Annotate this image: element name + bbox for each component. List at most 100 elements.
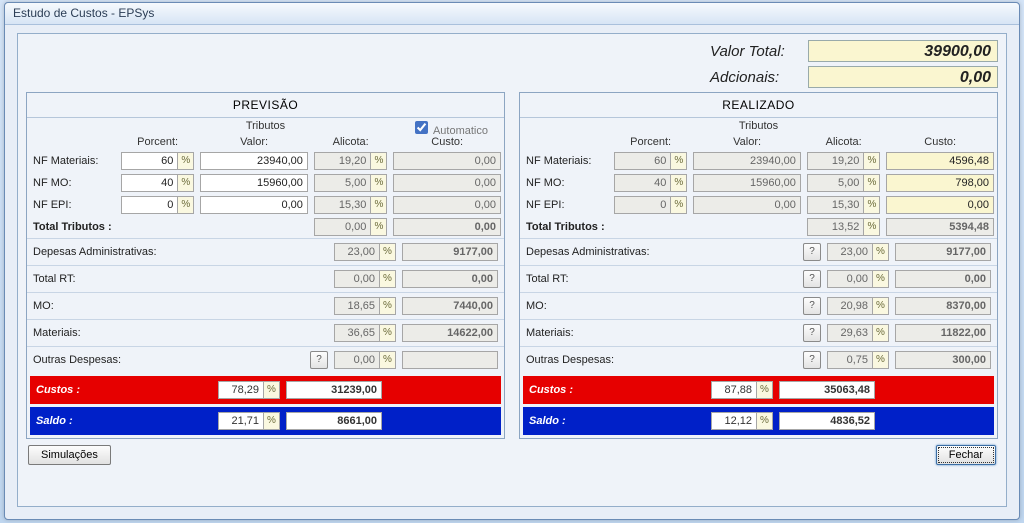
prev-mo-alicota (334, 297, 380, 315)
prev-outras-alicota (334, 351, 380, 369)
real-materiais-help-button[interactable]: ? (803, 324, 821, 342)
real-despadmin-alicota (827, 243, 873, 261)
real-despadmin-custo (895, 243, 991, 261)
prev-custos-alicota (218, 381, 264, 399)
prev-totalrt-custo (402, 270, 498, 288)
window-title: Estudo de Custos - EPSys (5, 3, 1019, 25)
real-despadmin-help-button[interactable]: ? (803, 243, 821, 261)
prev-mo-row: MO: % (27, 292, 504, 319)
lbl-nf-materiais: NF Materiais: (27, 150, 118, 172)
real-nfmat-porcent (614, 152, 672, 170)
prev-outras-row: Outras Despesas: ? % (27, 346, 504, 373)
prev-totalrt-alicota (334, 270, 380, 288)
real-nfmo-custo[interactable] (886, 174, 994, 192)
real-outras-alicota (827, 351, 873, 369)
prev-tottrib-alicota (314, 218, 372, 236)
prev-saldo-alicota (218, 412, 264, 430)
real-nfmat-valor (693, 152, 801, 170)
prev-totalrt-row: Total RT: % (27, 265, 504, 292)
real-outras-custo (895, 351, 991, 369)
real-custos-custo (779, 381, 875, 399)
real-mo-help-button[interactable]: ? (803, 297, 821, 315)
real-nfepi-alicota (807, 196, 865, 214)
hdr-porcent: Porcent: (118, 134, 198, 150)
real-nfmo-porcent (614, 174, 672, 192)
prev-nfmo-porcent[interactable] (121, 174, 179, 192)
totals-row: Valor Total: 39900,00 (26, 40, 998, 62)
valor-total-label: Valor Total: (710, 43, 800, 60)
tributos-grid-prev: Porcent: Valor: Alicota: Custo: NF Mater… (27, 134, 504, 238)
real-nfmat-custo[interactable] (886, 152, 994, 170)
real-materiais-custo (895, 324, 991, 342)
prev-nfepi-valor[interactable] (200, 196, 308, 214)
panel-previsao: PREVISÃO Tributos Automatico Porcent: Va… (26, 92, 505, 439)
prev-mo-custo (402, 297, 498, 315)
real-totalrt-help-button[interactable]: ? (803, 270, 821, 288)
prev-nfepi-alicota (314, 196, 372, 214)
automatico-checkbox[interactable]: Automatico (411, 118, 488, 137)
prev-nfepi-porcent[interactable] (121, 196, 179, 214)
real-nfepi-custo[interactable] (886, 196, 994, 214)
prev-materiais-custo (402, 324, 498, 342)
real-saldo-custo (779, 412, 875, 430)
real-nfmo-valor (693, 174, 801, 192)
prev-materiais-row: Materiais: % (27, 319, 504, 346)
simulacoes-button[interactable]: Simulações (28, 445, 111, 465)
real-outras-row: Outras Despesas: ? % (520, 346, 997, 373)
prev-despadmin-custo (402, 243, 498, 261)
prev-nfmat-valor[interactable] (200, 152, 308, 170)
real-materiais-row: Materiais: ? % (520, 319, 997, 346)
app-window: Estudo de Custos - EPSys Valor Total: 39… (4, 2, 1020, 520)
panels-row: PREVISÃO Tributos Automatico Porcent: Va… (26, 92, 998, 439)
adicionais-row: Adcionais: 0,00 (26, 66, 998, 88)
real-custos-alicota (711, 381, 757, 399)
real-nfepi-valor (693, 196, 801, 214)
panel-realizado-title: REALIZADO (520, 93, 997, 118)
prev-despadmin-alicota (334, 243, 380, 261)
prev-saldo-bar: Saldo : % (30, 407, 501, 435)
real-nfepi-porcent (614, 196, 672, 214)
real-totalrt-custo (895, 270, 991, 288)
panel-previsao-title: PREVISÃO (27, 93, 504, 118)
prev-nfmo-custo (393, 174, 501, 192)
lbl-nf-epi: NF EPI: (27, 194, 118, 216)
prev-saldo-custo (286, 412, 382, 430)
real-totalrt-row: Total RT: ? % (520, 265, 997, 292)
real-tottrib-alicota (807, 218, 865, 236)
real-despadmin-row: Depesas Administrativas: ? % (520, 238, 997, 265)
prev-nfepi-custo (393, 196, 501, 214)
real-outras-help-button[interactable]: ? (803, 351, 821, 369)
prev-nfmat-porcent[interactable] (121, 152, 179, 170)
valor-total-value: 39900,00 (808, 40, 998, 62)
real-saldo-alicota (711, 412, 757, 430)
prev-nfmat-custo (393, 152, 501, 170)
prev-custos-bar: Custos : % (30, 376, 501, 404)
lbl-total-tributos: Total Tributos : (27, 216, 197, 238)
prev-nfmo-alicota (314, 174, 372, 192)
real-saldo-bar: Saldo : % (523, 407, 994, 435)
real-mo-custo (895, 297, 991, 315)
real-materiais-alicota (827, 324, 873, 342)
lbl-nf-mo: NF MO: (27, 172, 118, 194)
real-nfmat-alicota (807, 152, 865, 170)
prev-outras-help-button[interactable]: ? (310, 351, 328, 369)
hdr-alicota: Alicota: (311, 134, 391, 150)
real-totalrt-alicota (827, 270, 873, 288)
prev-nfmo-valor[interactable] (200, 174, 308, 192)
tributos-grid-real: Porcent: Valor: Alicota: Custo: NF Mater… (520, 134, 997, 238)
prev-outras-custo (402, 351, 498, 369)
tributos-title-real: Tributos (520, 118, 997, 134)
prev-materiais-alicota (334, 324, 380, 342)
real-custos-bar: Custos : % (523, 376, 994, 404)
real-mo-row: MO: ? % (520, 292, 997, 319)
prev-custos-custo (286, 381, 382, 399)
automatico-input[interactable] (415, 121, 428, 134)
real-nfmo-alicota (807, 174, 865, 192)
automatico-label: Automatico (433, 125, 488, 137)
fechar-button[interactable]: Fechar (936, 445, 996, 465)
hdr-valor: Valor: (197, 134, 311, 150)
bottom-buttons: Simulações Fechar (26, 445, 998, 465)
real-mo-alicota (827, 297, 873, 315)
prev-tottrib-custo (393, 218, 501, 236)
prev-nfmat-alicota (314, 152, 372, 170)
